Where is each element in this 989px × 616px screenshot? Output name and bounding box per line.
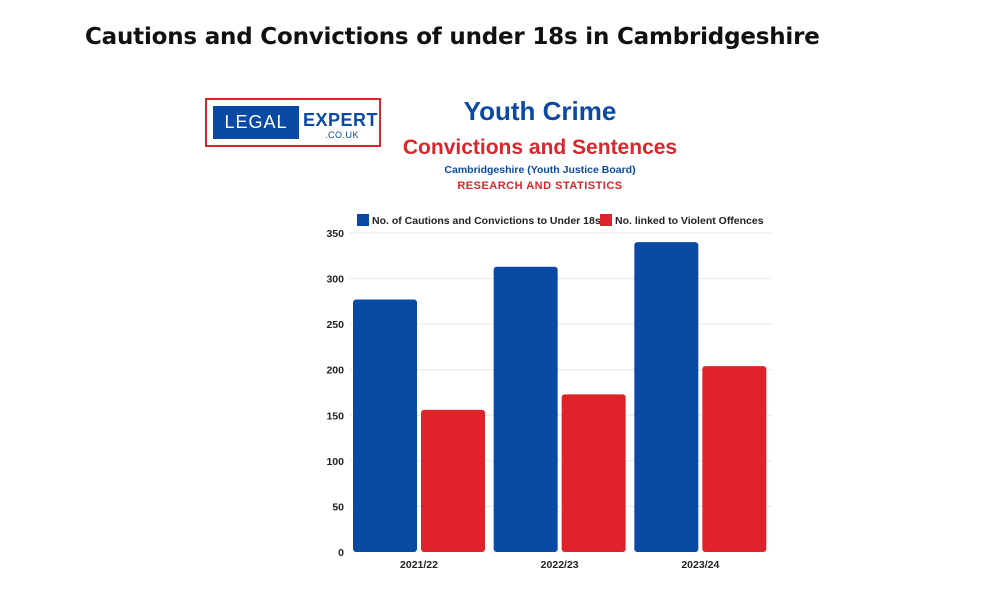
chart-subtitle: Convictions and Sentences xyxy=(402,136,678,159)
legal-expert-logo: LEGAL EXPERT .CO.UK xyxy=(205,98,381,147)
y-tick-label: 50 xyxy=(332,501,344,513)
chart-source: Cambridgeshire (Youth Justice Board) xyxy=(444,164,636,176)
y-tick-label: 250 xyxy=(326,319,344,331)
bar-cautions-convictions xyxy=(353,299,417,552)
legend-swatch xyxy=(357,214,369,226)
x-tick-label: 2023/24 xyxy=(681,559,719,571)
x-tick-label: 2021/22 xyxy=(400,559,438,571)
x-tick-label: 2022/23 xyxy=(541,559,579,571)
bar-violent-offences xyxy=(421,409,485,552)
y-tick-label: 350 xyxy=(326,228,344,240)
y-tick-label: 200 xyxy=(326,365,344,377)
bar-violent-offences xyxy=(561,394,626,552)
y-tick-label: 300 xyxy=(326,274,344,286)
legend-label: No. of Cautions and Convictions to Under… xyxy=(372,215,601,227)
y-tick-label: 150 xyxy=(326,410,344,422)
legend-label: No. linked to Violent Offences xyxy=(615,215,764,227)
logo-right-text: EXPERT xyxy=(303,110,379,130)
y-tick-label: 100 xyxy=(326,456,344,468)
bar-cautions-convictions xyxy=(634,242,699,552)
legend-swatch xyxy=(600,214,612,226)
chart-note: RESEARCH AND STATISTICS xyxy=(457,180,623,192)
logo-left-text: LEGAL xyxy=(213,106,299,139)
bar-cautions-convictions xyxy=(493,266,558,552)
y-tick-label: 0 xyxy=(338,547,344,559)
chart-title: Youth Crime xyxy=(463,96,617,126)
page-heading: Cautions and Convictions of under 18s in… xyxy=(85,24,820,50)
logo-sub-text: .CO.UK xyxy=(325,130,360,140)
bar-violent-offences xyxy=(702,366,767,552)
